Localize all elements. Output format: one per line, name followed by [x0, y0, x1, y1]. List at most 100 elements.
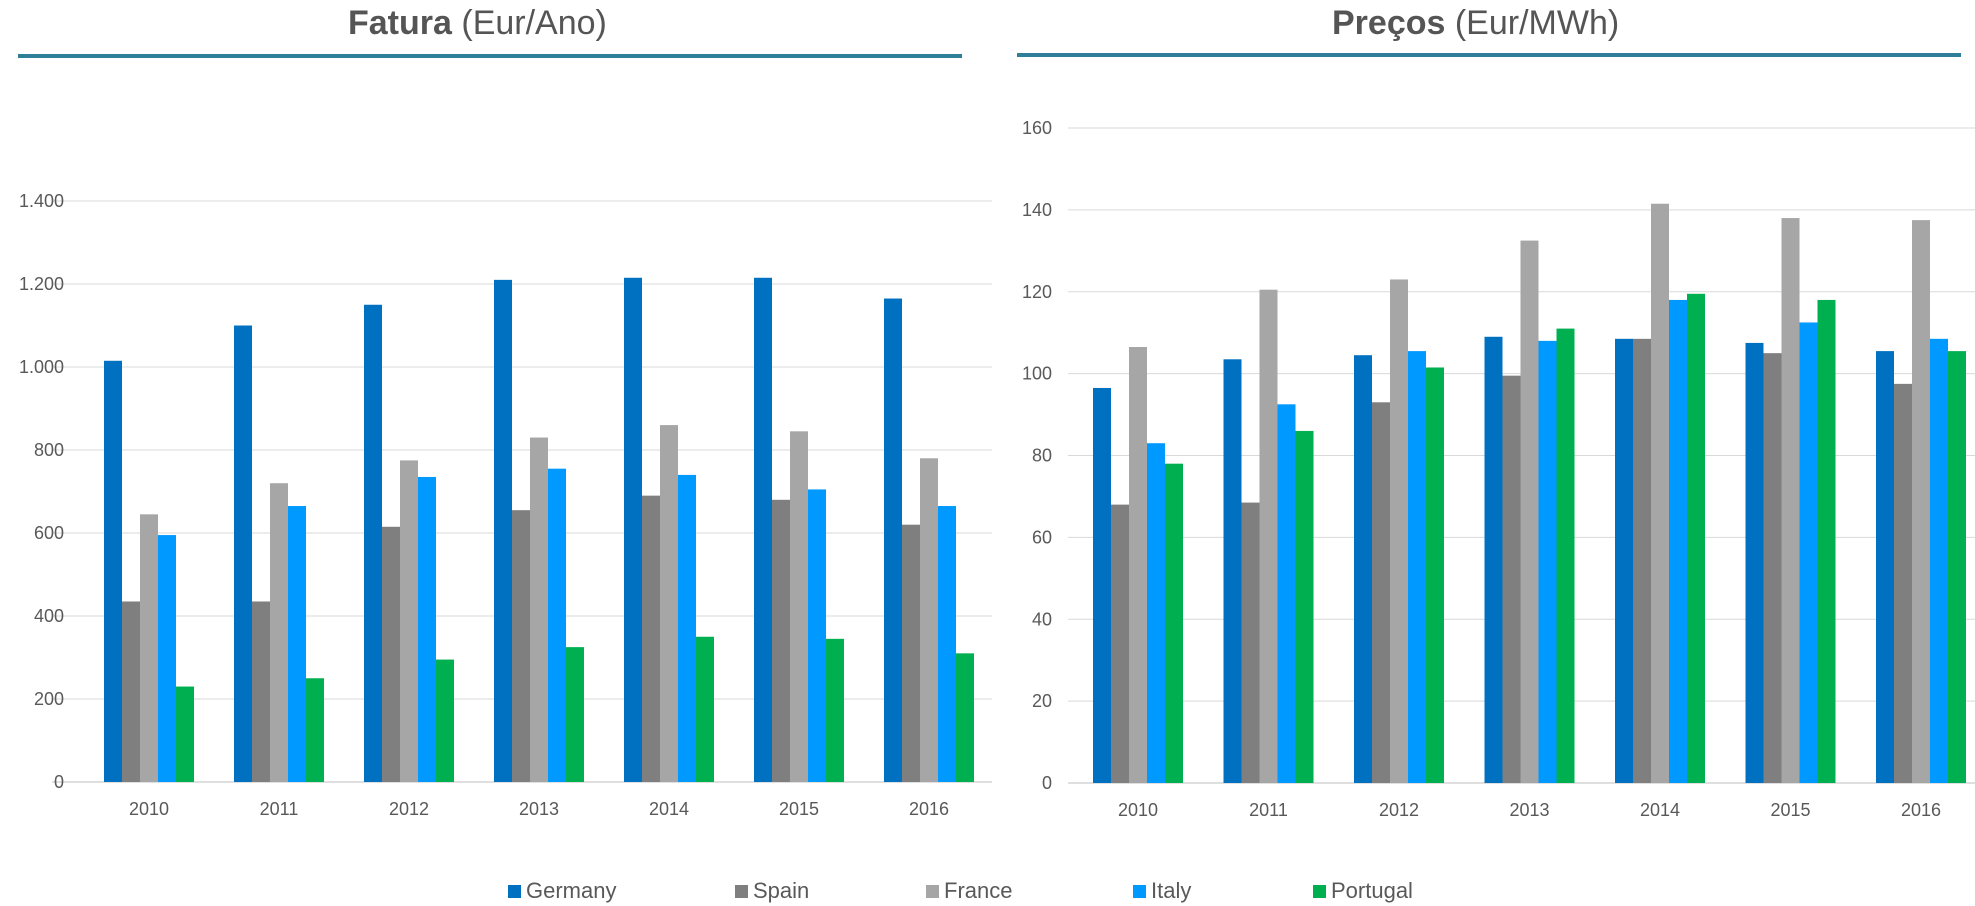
fatura-bar-spain-2015 [772, 499, 790, 782]
precos-y-tick-label: 100 [1022, 364, 1052, 384]
precos-y-tick-label: 20 [1032, 691, 1052, 711]
precos-bar-spain-2011 [1241, 502, 1260, 783]
fatura-y-tick-label: 1.400 [19, 191, 64, 211]
precos-bar-portugal-2012 [1426, 367, 1444, 783]
precos-bar-spain-2016 [1894, 383, 1912, 783]
precos-bar-portugal-2014 [1687, 293, 1705, 783]
precos-bar-france-2013 [1520, 240, 1539, 783]
precos-bar-portugal-2013 [1556, 328, 1575, 783]
fatura-y-tick-label: 0 [54, 772, 64, 792]
precos-y-tick-label: 0 [1042, 773, 1052, 793]
precos-y-tick-label: 160 [1022, 118, 1052, 138]
precos-bar-germany-2015 [1745, 342, 1764, 783]
precos-bar-france-2010 [1129, 347, 1147, 783]
fatura-x-tick-label: 2013 [519, 799, 559, 819]
fatura-bar-germany-2010 [104, 360, 122, 782]
fatura-y-tick-label: 200 [34, 689, 64, 709]
precos-bar-spain-2014 [1633, 338, 1651, 783]
legend-swatch-spain [735, 884, 748, 898]
fatura-bar-portugal-2016 [956, 653, 974, 782]
fatura-bar-france-2012 [400, 460, 418, 782]
fatura-title-unit: (Eur/Ano) [451, 4, 607, 42]
precos-x-tick-label: 2010 [1118, 800, 1158, 820]
fatura-bar-italy-2014 [678, 474, 696, 782]
fatura-bar-france-2014 [660, 425, 678, 782]
legend-swatch-italy [1133, 884, 1146, 898]
fatura-bar-portugal-2011 [306, 678, 324, 782]
precos-bar-spain-2012 [1372, 402, 1390, 783]
precos-bar-italy-2016 [1930, 338, 1948, 783]
precos-bar-france-2015 [1781, 218, 1800, 783]
fatura-bar-italy-2011 [288, 506, 306, 782]
fatura-bar-italy-2016 [938, 506, 956, 782]
legend-label-germany: Germany [526, 878, 617, 903]
precos-x-tick-label: 2015 [1770, 800, 1810, 820]
precos-bar-france-2016 [1912, 220, 1930, 783]
precos-x-tick-label: 2013 [1509, 800, 1549, 820]
fatura-bar-spain-2012 [382, 526, 400, 782]
precos-x-tick-label: 2012 [1379, 800, 1419, 820]
precos-y-tick-label: 80 [1032, 446, 1052, 466]
legend-swatch-portugal [1313, 884, 1326, 898]
legend-item-france: France [926, 878, 1012, 904]
precos-bar-france-2012 [1390, 279, 1408, 783]
fatura-x-tick-label: 2011 [260, 799, 299, 819]
precos-bar-germany-2011 [1223, 359, 1242, 783]
fatura-bar-portugal-2013 [566, 647, 584, 782]
fatura-title-bold: Fatura [348, 4, 452, 42]
fatura-bar-germany-2015 [754, 277, 772, 782]
fatura-x-tick-label: 2012 [389, 799, 429, 819]
fatura-bar-germany-2011 [234, 325, 252, 782]
fatura-y-tick-label: 400 [34, 606, 64, 626]
fatura-y-tick-label: 1.200 [19, 274, 64, 294]
precos-title-unit: (Eur/MWh) [1445, 4, 1620, 42]
fatura-bar-germany-2016 [884, 298, 902, 782]
fatura-bar-spain-2010 [122, 601, 140, 782]
fatura-bar-france-2011 [270, 483, 288, 782]
precos-bar-italy-2015 [1799, 322, 1818, 783]
precos-title: Preços (Eur/MWh) [1332, 4, 1619, 43]
fatura-y-tick-label: 600 [34, 523, 64, 543]
fatura-bar-spain-2014 [642, 495, 660, 782]
legend-label-france: France [944, 878, 1013, 903]
fatura-x-tick-label: 2014 [649, 799, 689, 819]
legend-item-germany: Germany [508, 878, 616, 904]
precos-y-tick-label: 60 [1032, 527, 1052, 547]
fatura-bar-spain-2016 [902, 524, 920, 782]
fatura-x-tick-label: 2010 [129, 799, 169, 819]
fatura-bar-portugal-2014 [696, 636, 714, 782]
fatura-x-tick-label: 2015 [779, 799, 819, 819]
precos-bar-france-2011 [1259, 289, 1278, 783]
precos-bar-portugal-2011 [1295, 430, 1314, 783]
fatura-bar-germany-2013 [494, 279, 512, 782]
fatura-bar-france-2016 [920, 458, 938, 782]
legend-swatch-france [926, 884, 939, 898]
fatura-x-tick-label: 2016 [909, 799, 949, 819]
precos-bar-germany-2012 [1354, 355, 1372, 783]
fatura-title: Fatura (Eur/Ano) [348, 4, 607, 43]
fatura-bar-spain-2011 [252, 601, 270, 782]
fatura-bar-france-2010 [140, 514, 158, 782]
fatura-bar-italy-2013 [548, 468, 566, 782]
precos-title-bold: Preços [1332, 4, 1446, 42]
fatura-bar-france-2013 [530, 437, 548, 782]
chart-legend: Germany Spain France Italy Portugal [0, 878, 1975, 904]
precos-x-tick-label: 2014 [1640, 800, 1680, 820]
legend-label-spain: Spain [753, 878, 810, 903]
precos-x-tick-label: 2016 [1901, 800, 1941, 820]
legend-item-spain: Spain [735, 878, 809, 904]
precos-bar-italy-2012 [1408, 351, 1426, 783]
fatura-y-tick-label: 1.000 [19, 357, 64, 377]
precos-x-tick-label: 2011 [1249, 800, 1288, 820]
fatura-y-tick-label: 800 [34, 440, 64, 460]
precos-bar-portugal-2010 [1165, 463, 1183, 783]
legend-item-portugal: Portugal [1313, 878, 1413, 904]
legend-label-italy: Italy [1151, 878, 1192, 903]
precos-y-tick-label: 140 [1022, 200, 1052, 220]
precos-bar-spain-2013 [1502, 375, 1521, 783]
precos-bar-germany-2013 [1484, 336, 1503, 783]
legend-item-italy: Italy [1133, 878, 1191, 904]
precos-y-tick-label: 120 [1022, 282, 1052, 302]
precos-bar-italy-2011 [1277, 404, 1296, 783]
legend-swatch-germany [508, 884, 521, 898]
